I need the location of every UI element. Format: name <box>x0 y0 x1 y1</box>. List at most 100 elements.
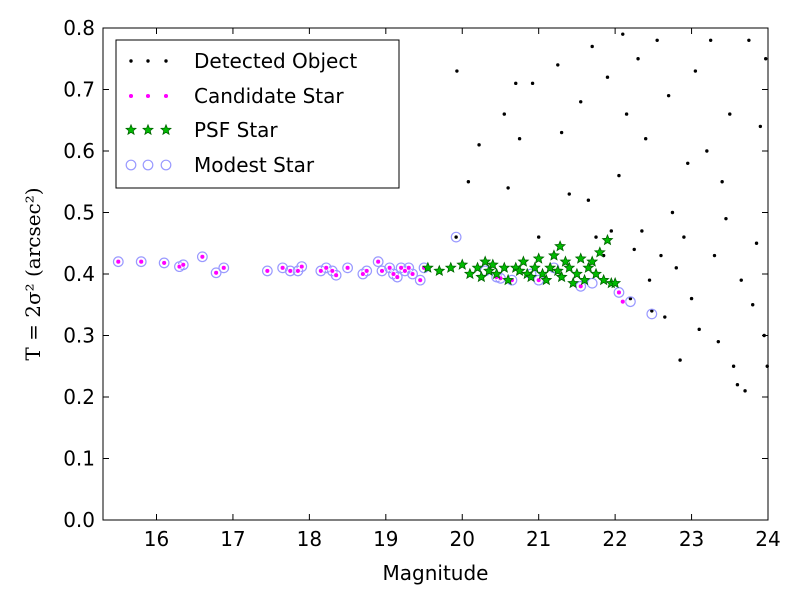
detected-object-point <box>579 100 583 104</box>
detected-object-point <box>697 327 701 332</box>
psf-star-point <box>590 267 602 280</box>
psf-star-point <box>578 273 591 286</box>
candidate-star-point <box>344 265 351 271</box>
modest-star-point <box>407 268 418 280</box>
modest-star-point <box>342 262 353 274</box>
legend-marker-detected-object <box>146 59 150 63</box>
detected-object-point <box>559 130 564 135</box>
legend-marker-detected-object <box>129 59 133 63</box>
candidate-star-point <box>161 260 167 266</box>
x-tick-label: 20 <box>450 527 475 551</box>
detected-object-point <box>655 38 659 42</box>
y-tick-label: 0.5 <box>63 201 95 225</box>
legend-marker-psf-star <box>160 123 172 136</box>
psf-star-point <box>475 270 488 283</box>
detected-object-point <box>764 57 768 61</box>
legend: Detected Object Candidate Star PSF Star … <box>115 39 400 189</box>
modest-star-point <box>403 262 415 274</box>
candidate-star-point <box>402 268 408 274</box>
modest-star-point <box>357 268 369 280</box>
detected-object-point <box>728 112 732 116</box>
candidate-star-point <box>115 258 122 265</box>
psf-star-point <box>593 246 606 258</box>
psf-star-point <box>555 270 568 283</box>
psf-star-point <box>540 273 553 286</box>
modest-star-point <box>158 257 170 269</box>
modest-star-point <box>330 269 342 281</box>
candidate-star-point <box>616 289 622 296</box>
detected-object-point <box>739 278 743 282</box>
psf-star-point <box>551 264 564 276</box>
modest-star-point <box>320 262 332 274</box>
detected-object-point <box>632 247 636 252</box>
detected-object-point <box>624 112 629 116</box>
modest-star-point <box>384 262 396 274</box>
x-tick-label: 17 <box>220 527 245 551</box>
modest-star-point <box>399 265 411 277</box>
candidate-star-point <box>264 268 271 274</box>
psf-star-point <box>586 255 599 267</box>
detected-object-point <box>743 389 747 393</box>
psf-star-point <box>574 252 587 264</box>
psf-star-point <box>471 261 484 273</box>
psf-star-point <box>554 240 567 252</box>
legend-marker-modest-star <box>160 159 172 171</box>
x-tick-label: 22 <box>602 527 627 551</box>
detected-object-point <box>647 278 652 282</box>
psf-star-point <box>532 252 545 264</box>
candidate-star-point <box>535 277 542 283</box>
modest-star-point <box>210 267 222 279</box>
modest-star-point <box>296 261 308 273</box>
detected-object-point <box>682 235 686 239</box>
legend-label-candidate-star: Candidate Star <box>194 84 344 108</box>
detected-object-point <box>708 38 713 42</box>
psf-star-point <box>528 261 541 273</box>
detected-object-point <box>644 137 648 141</box>
detected-object-point <box>502 112 506 116</box>
detected-object-point <box>720 180 724 184</box>
psf-star-point <box>597 273 610 286</box>
candidate-star-point <box>375 258 381 265</box>
detected-object-point <box>466 180 471 184</box>
psf-star-point <box>582 261 595 273</box>
detected-object-point <box>754 241 759 245</box>
candidate-star-point <box>329 268 336 274</box>
detected-object-point <box>705 149 709 153</box>
y-tick-label: 0.0 <box>63 508 95 532</box>
psf-star-point <box>563 261 576 273</box>
legend-marker-candidate-star <box>163 93 169 99</box>
detected-object-point <box>536 235 541 239</box>
modest-star-point <box>112 256 124 268</box>
psf-star-point <box>609 276 622 289</box>
y-tick-label: 0.7 <box>63 78 95 102</box>
modest-star-point <box>395 262 407 274</box>
modest-star-point <box>277 262 289 274</box>
detected-object-point <box>659 253 663 258</box>
detected-object-point <box>530 81 535 86</box>
legend-marker-candidate-star <box>145 93 151 99</box>
candidate-star-point <box>323 265 329 271</box>
modest-star-point <box>372 256 384 268</box>
detected-object-point <box>514 81 518 86</box>
psf-star-point <box>421 261 434 273</box>
psf-star-point <box>570 267 583 280</box>
modest-star-point <box>376 265 388 277</box>
detected-object-point <box>751 303 755 307</box>
legend-marker-candidate-star <box>128 93 134 99</box>
candidate-star-point <box>199 254 206 260</box>
legend-label-psf-star: PSF Star <box>194 118 278 142</box>
psf-star-point <box>502 273 515 286</box>
series-detected-object <box>454 32 769 393</box>
psf-star-point <box>513 264 526 276</box>
psf-star-point <box>456 258 469 270</box>
candidate-star-point <box>180 262 187 268</box>
candidate-star-point <box>620 298 626 305</box>
y-tick-label: 0.1 <box>63 447 95 471</box>
detected-object-point <box>621 32 625 36</box>
legend-label-detected-object: Detected Object <box>194 49 357 73</box>
modest-star-point <box>361 265 373 277</box>
psf-star-point <box>433 264 446 276</box>
detected-object-point <box>670 210 675 215</box>
detected-object-point <box>640 229 644 233</box>
detected-object-point <box>686 161 690 165</box>
